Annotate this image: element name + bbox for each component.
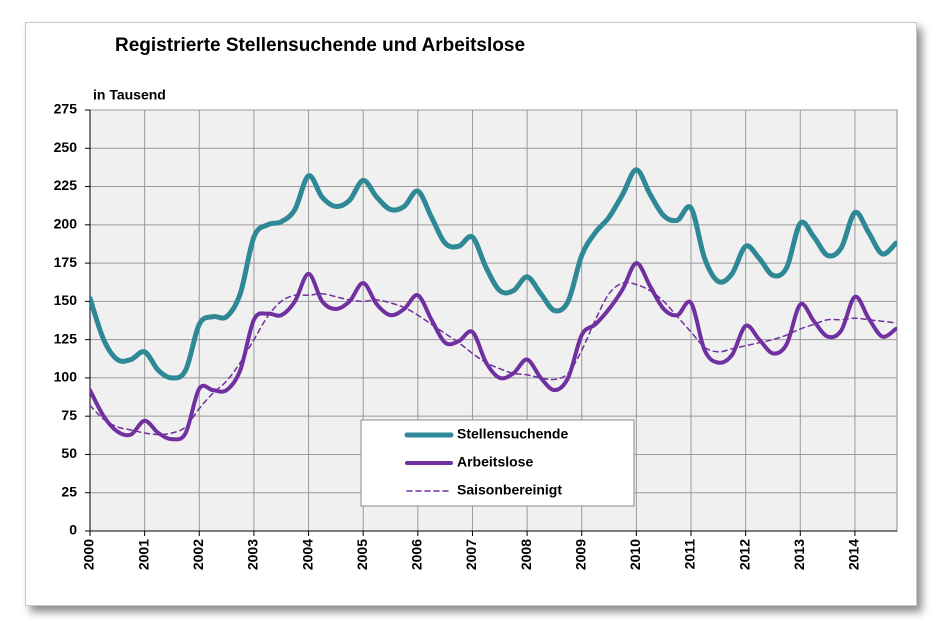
x-tick-label: 2001 [135, 539, 151, 570]
y-tick-label: 250 [54, 139, 78, 155]
x-tick-label: 2012 [736, 539, 752, 570]
series-line [90, 167, 897, 381]
x-tick-label: 2011 [682, 539, 698, 570]
x-tick-label: 2003 [245, 539, 261, 570]
y-tick-label: 125 [54, 330, 78, 346]
y-tick-label: 200 [54, 216, 78, 232]
x-tick-label: 2002 [190, 539, 206, 570]
x-tick-label: 2004 [299, 539, 315, 570]
y-tick-label: 150 [54, 292, 78, 308]
series-line [90, 281, 897, 436]
x-tick-label: 2008 [518, 539, 534, 570]
chart-title: Registrierte Stellensuchende und Arbeits… [115, 35, 525, 56]
x-tick-label: 2005 [354, 539, 370, 570]
y-tick-label: 0 [69, 522, 77, 538]
y-tick-label: 275 [54, 101, 78, 117]
x-tick-label: 2013 [791, 539, 807, 570]
y-axis-label: in Tausend [93, 87, 166, 103]
x-tick-label: 2007 [463, 539, 479, 570]
legend-label: Saisonbereinigt [457, 482, 562, 498]
x-tick-label: 2000 [81, 539, 97, 570]
y-tick-label: 50 [61, 445, 77, 461]
x-tick-label: 2010 [627, 539, 643, 570]
legend-label: Arbeitslose [457, 454, 533, 470]
x-tick-label: 2014 [846, 539, 862, 570]
y-tick-label: 75 [61, 407, 77, 423]
legend-label: Stellensuchende [457, 426, 568, 442]
y-tick-label: 100 [54, 369, 78, 385]
x-tick-label: 2009 [572, 539, 588, 570]
y-tick-label: 25 [61, 483, 77, 499]
series-line [90, 261, 897, 442]
x-tick-label: 2006 [409, 539, 425, 570]
y-tick-label: 175 [54, 254, 78, 270]
y-tick-label: 225 [54, 177, 78, 193]
